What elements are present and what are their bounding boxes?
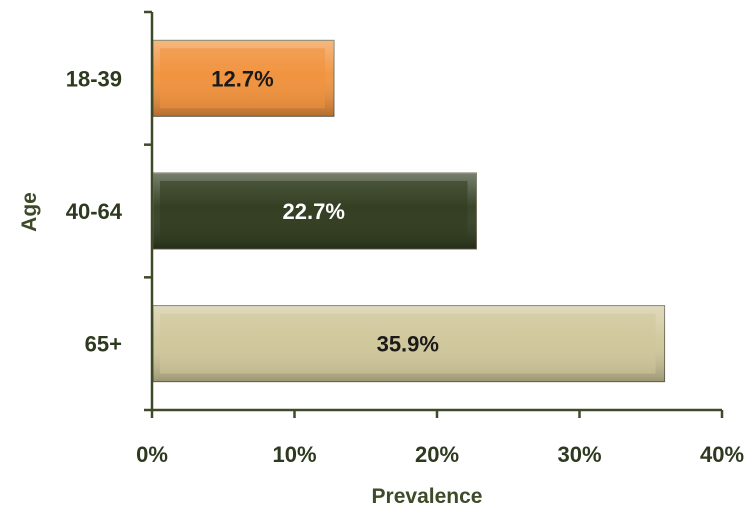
ticks-layer xyxy=(144,10,724,418)
bar-inner-face xyxy=(160,48,325,109)
bars-layer xyxy=(152,39,666,383)
x-tick-label: 40% xyxy=(700,442,744,467)
data-label: 35.9% xyxy=(377,332,439,357)
data-label: 22.7% xyxy=(283,199,345,224)
x-tick-label: 0% xyxy=(136,442,168,467)
category-label: 18-39 xyxy=(66,66,122,91)
bar-65+ xyxy=(152,305,666,383)
x-axis-title: Prevalence xyxy=(372,485,483,508)
x-tick-label: 20% xyxy=(415,442,459,467)
bar-18-39 xyxy=(152,39,335,117)
bar-inner-face xyxy=(160,181,468,241)
bar-inner-face xyxy=(160,313,656,374)
labels-layer: 0% 10% 20% 30% 40% 12.7% 18-39 22.7% 40-64 35.9% 6… xyxy=(66,66,744,467)
category-label: 65+ xyxy=(85,332,122,357)
bar-40-64 xyxy=(152,172,477,250)
y-axis-title: Age xyxy=(18,192,41,232)
data-label: 12.7% xyxy=(211,66,273,91)
x-tick-label: 30% xyxy=(557,442,601,467)
x-tick-label: 10% xyxy=(272,442,316,467)
category-label: 40-64 xyxy=(66,199,123,224)
